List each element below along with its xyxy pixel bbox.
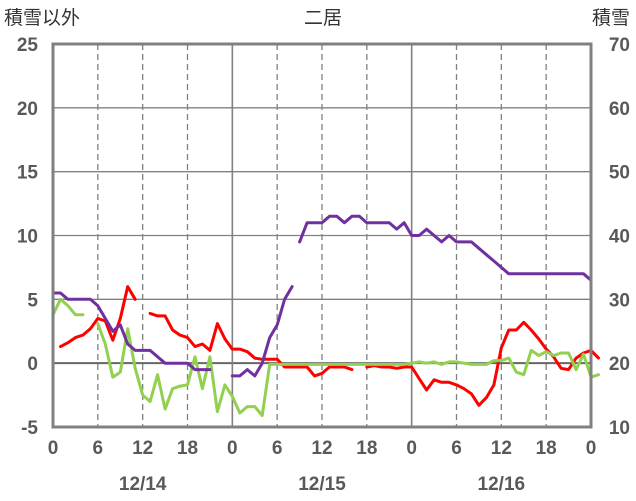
x-tick-label: 0 [48, 438, 59, 459]
x-tick-label: 0 [227, 438, 238, 459]
x-tick-label: 0 [406, 438, 417, 459]
left-tick-label: 10 [17, 227, 38, 248]
x-tick-label: 12 [491, 438, 512, 459]
left-axis-title: 積雪以外 [4, 7, 80, 29]
right-tick-label: 50 [609, 163, 630, 184]
right-tick-label: 10 [609, 418, 630, 439]
left-tick-label: 0 [27, 354, 38, 375]
snow_depth-series-line [51, 291, 212, 372]
snow_depth-series-line [298, 214, 593, 282]
right-tick-label: 60 [609, 99, 630, 120]
left-tick-label: 20 [17, 99, 38, 120]
temperature-series-line [59, 285, 137, 349]
temperature-series-line [365, 320, 600, 407]
right-tick-label: 70 [609, 35, 630, 56]
right-tick-label: 20 [609, 354, 630, 375]
right-tick-label: 40 [609, 227, 630, 248]
x-tick-label: 18 [356, 438, 377, 459]
plot-frame [51, 42, 593, 429]
wind-series-line [96, 322, 600, 417]
x-tick-label: 6 [451, 438, 462, 459]
left-tick-label: 5 [27, 290, 38, 311]
right-axis-title: 積雪 [592, 7, 630, 29]
left-tick-label: 15 [17, 163, 39, 184]
date-label: 12/16 [478, 474, 526, 495]
left-tick-label: 25 [17, 35, 39, 56]
x-tick-label: 18 [177, 438, 198, 459]
series-lines [51, 214, 600, 417]
x-tick-label: 12 [132, 438, 153, 459]
x-tick-label: 0 [586, 438, 597, 459]
x-tick-label: 12 [311, 438, 332, 459]
snow_depth-series-line [230, 285, 294, 378]
left-tick-label: -5 [21, 418, 38, 439]
x-tick-label: 6 [93, 438, 104, 459]
x-tick-label: 18 [536, 438, 557, 459]
right-tick-label: 30 [609, 290, 630, 311]
wind-series-line [51, 297, 85, 317]
x-tick-label: 6 [272, 438, 283, 459]
chart-title: 二居 [304, 7, 342, 29]
temperature-series-line [148, 311, 354, 378]
grid-lines [53, 43, 591, 428]
date-label: 12/15 [298, 474, 346, 495]
date-label: 12/14 [119, 474, 167, 495]
